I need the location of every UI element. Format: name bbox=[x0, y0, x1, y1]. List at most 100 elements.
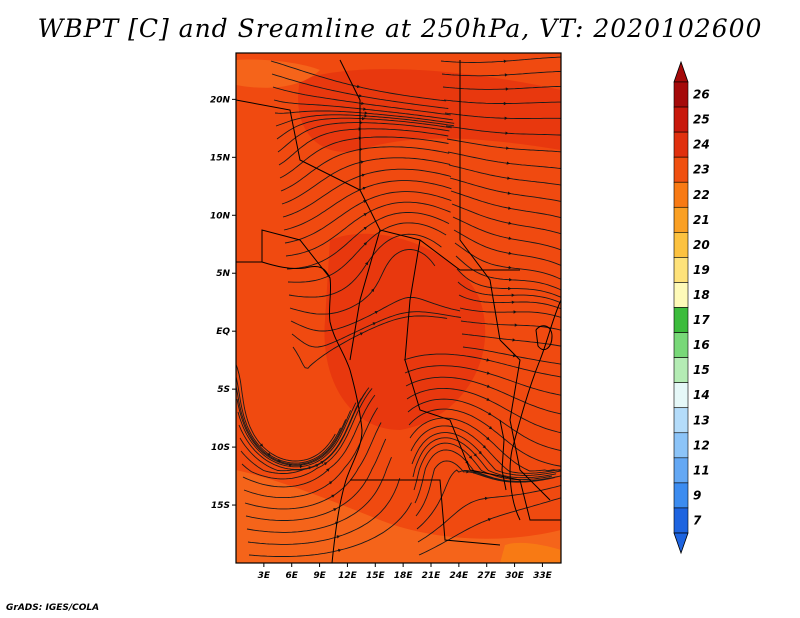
colorbar-label: 18 bbox=[693, 288, 710, 302]
streamline-arrow bbox=[508, 236, 512, 240]
streamline-arrow bbox=[326, 468, 330, 472]
colorbar-label: 13 bbox=[693, 413, 710, 427]
lon-tick-label: 6E bbox=[286, 571, 299, 581]
streamline-arrow bbox=[506, 161, 510, 165]
streamline-arrow bbox=[512, 338, 516, 342]
streamline bbox=[405, 376, 561, 415]
streamline bbox=[452, 216, 561, 251]
lat-tick-label: 20N bbox=[210, 95, 231, 105]
colorbar-swatch bbox=[673, 457, 689, 484]
colorbar-label: 20 bbox=[693, 238, 710, 252]
colorbar-label: 21 bbox=[693, 213, 710, 227]
streamline-arrow bbox=[364, 114, 368, 118]
streamline-arrow bbox=[484, 496, 489, 501]
colorbar-label: 24 bbox=[693, 138, 710, 152]
west-africa-coastline bbox=[236, 261, 363, 563]
colorbar-top-arrow bbox=[673, 60, 689, 83]
border-line-1 bbox=[236, 99, 520, 271]
temperature-field bbox=[236, 53, 561, 563]
streamline bbox=[440, 56, 561, 63]
colorbar-label: 23 bbox=[693, 163, 710, 177]
streamline-arrow bbox=[482, 445, 486, 449]
streamline bbox=[446, 138, 561, 153]
colorbar-label: 11 bbox=[693, 463, 710, 477]
streamline-arrow bbox=[374, 311, 379, 314]
colorbar-swatch bbox=[673, 332, 689, 358]
streamline-arrow bbox=[503, 59, 507, 63]
colorbar-label: 19 bbox=[693, 263, 710, 277]
streamline-arrow bbox=[508, 221, 512, 225]
colorbar-swatch bbox=[673, 307, 689, 333]
streamline bbox=[441, 70, 561, 77]
streamline-arrow bbox=[331, 494, 335, 498]
colorbar-swatch bbox=[673, 357, 689, 383]
colorbar-bottom-arrow bbox=[673, 532, 689, 555]
streamline-arrow bbox=[488, 412, 492, 416]
field-warm-region-north bbox=[298, 69, 561, 152]
streamline-arrow bbox=[336, 535, 340, 539]
colorbar-swatch bbox=[673, 181, 689, 208]
streamline bbox=[449, 177, 561, 202]
streamline-arrow bbox=[503, 101, 507, 106]
streamline-arrow bbox=[363, 213, 367, 217]
field-lighter-patch-se bbox=[500, 542, 561, 563]
streamline-arrow bbox=[473, 453, 477, 457]
colorbar-swatch bbox=[673, 232, 689, 258]
streamline-arrow bbox=[372, 322, 376, 326]
border-line-4 bbox=[349, 229, 381, 361]
streamline bbox=[450, 190, 561, 219]
streamline-arrow bbox=[511, 300, 515, 304]
colorbar-swatch bbox=[673, 282, 689, 308]
streamline-arrow bbox=[508, 206, 512, 210]
colorbar-label: 26 bbox=[693, 88, 710, 102]
colorbar-swatch bbox=[673, 156, 689, 183]
streamline-arrow bbox=[361, 101, 365, 105]
streamline-arrow bbox=[507, 191, 511, 195]
streamline-arrow bbox=[509, 278, 513, 282]
streamline-arrow bbox=[362, 186, 367, 190]
colorbar-label: 7 bbox=[693, 513, 702, 527]
lon-tick-label: 33E bbox=[533, 571, 553, 581]
coastlines-borders bbox=[236, 59, 561, 563]
streamline bbox=[236, 398, 352, 466]
streamline bbox=[407, 398, 561, 451]
streamline-arrow bbox=[328, 481, 333, 485]
streamline-arrow bbox=[514, 323, 518, 327]
colorbar-label: 9 bbox=[693, 488, 701, 502]
lake-outline bbox=[535, 325, 553, 351]
colorbar-swatch bbox=[673, 131, 689, 158]
map-title: WBPT [C] and Sreamline at 250hPa, VT: 20… bbox=[37, 14, 763, 43]
streamline-arrow bbox=[299, 465, 303, 469]
border-line-6 bbox=[499, 339, 551, 501]
border-line-8 bbox=[469, 469, 561, 521]
streamline-arrow bbox=[259, 443, 264, 447]
streamline-arrow bbox=[364, 111, 368, 115]
streamline bbox=[403, 353, 561, 378]
colorbar-label: 22 bbox=[693, 188, 710, 202]
streamline-arrow bbox=[323, 462, 328, 466]
streamline-arrow bbox=[363, 242, 367, 246]
streamline-arrow bbox=[486, 436, 490, 441]
streamline-arrow bbox=[478, 450, 482, 455]
lat-tick-label: 5N bbox=[216, 269, 230, 279]
lat-tick-label: 15S bbox=[211, 501, 230, 511]
streamline-arrow bbox=[359, 332, 364, 336]
rift-lake bbox=[499, 419, 507, 491]
streamline bbox=[447, 151, 561, 169]
streamline-arrow bbox=[506, 146, 510, 150]
lon-tick-label: 15E bbox=[366, 571, 386, 581]
streamline-arrow bbox=[360, 160, 364, 164]
streamline-arrow bbox=[361, 173, 366, 177]
colorbar-swatch bbox=[673, 482, 689, 509]
streamline bbox=[451, 203, 561, 235]
lat-tick-label: 5S bbox=[217, 385, 230, 395]
longitude-axis: 3E 6E 9E 12E 15E 18E 21E 24E 27E 30E 33E bbox=[258, 563, 553, 581]
grads-credit: GrADS: IGES/COLA bbox=[6, 603, 100, 613]
lon-tick-label: 12E bbox=[338, 571, 358, 581]
lon-tick-label: 24E bbox=[450, 571, 470, 581]
streamline bbox=[442, 85, 561, 90]
field-light-region-northwest bbox=[236, 59, 320, 88]
streamline-arrow bbox=[358, 94, 363, 98]
latitude-axis: 20N 15N 10N 5N EQ 5S 10S 15S bbox=[210, 95, 236, 511]
